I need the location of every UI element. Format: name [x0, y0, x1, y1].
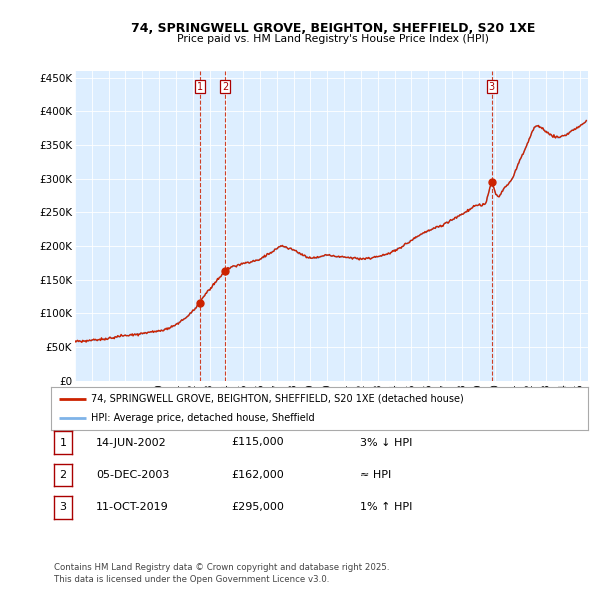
Text: 3% ↓ HPI: 3% ↓ HPI — [360, 438, 412, 447]
Text: 11-OCT-2019: 11-OCT-2019 — [96, 503, 169, 512]
Text: 74, SPRINGWELL GROVE, BEIGHTON, SHEFFIELD, S20 1XE: 74, SPRINGWELL GROVE, BEIGHTON, SHEFFIEL… — [131, 22, 535, 35]
Text: 2: 2 — [59, 470, 67, 480]
Text: £162,000: £162,000 — [231, 470, 284, 480]
Text: £295,000: £295,000 — [231, 503, 284, 512]
Text: 1% ↑ HPI: 1% ↑ HPI — [360, 503, 412, 512]
Text: 1: 1 — [59, 438, 67, 447]
Text: HPI: Average price, detached house, Sheffield: HPI: Average price, detached house, Shef… — [91, 414, 315, 424]
Text: 3: 3 — [489, 81, 495, 91]
Text: Contains HM Land Registry data © Crown copyright and database right 2025.
This d: Contains HM Land Registry data © Crown c… — [54, 563, 389, 584]
Text: 2: 2 — [222, 81, 228, 91]
Text: 1: 1 — [197, 81, 203, 91]
Text: 14-JUN-2002: 14-JUN-2002 — [96, 438, 167, 447]
Text: ≈ HPI: ≈ HPI — [360, 470, 391, 480]
Text: 74, SPRINGWELL GROVE, BEIGHTON, SHEFFIELD, S20 1XE (detached house): 74, SPRINGWELL GROVE, BEIGHTON, SHEFFIEL… — [91, 394, 464, 404]
Text: Price paid vs. HM Land Registry's House Price Index (HPI): Price paid vs. HM Land Registry's House … — [177, 34, 489, 44]
Text: 05-DEC-2003: 05-DEC-2003 — [96, 470, 169, 480]
Text: 3: 3 — [59, 503, 67, 512]
Text: £115,000: £115,000 — [231, 438, 284, 447]
